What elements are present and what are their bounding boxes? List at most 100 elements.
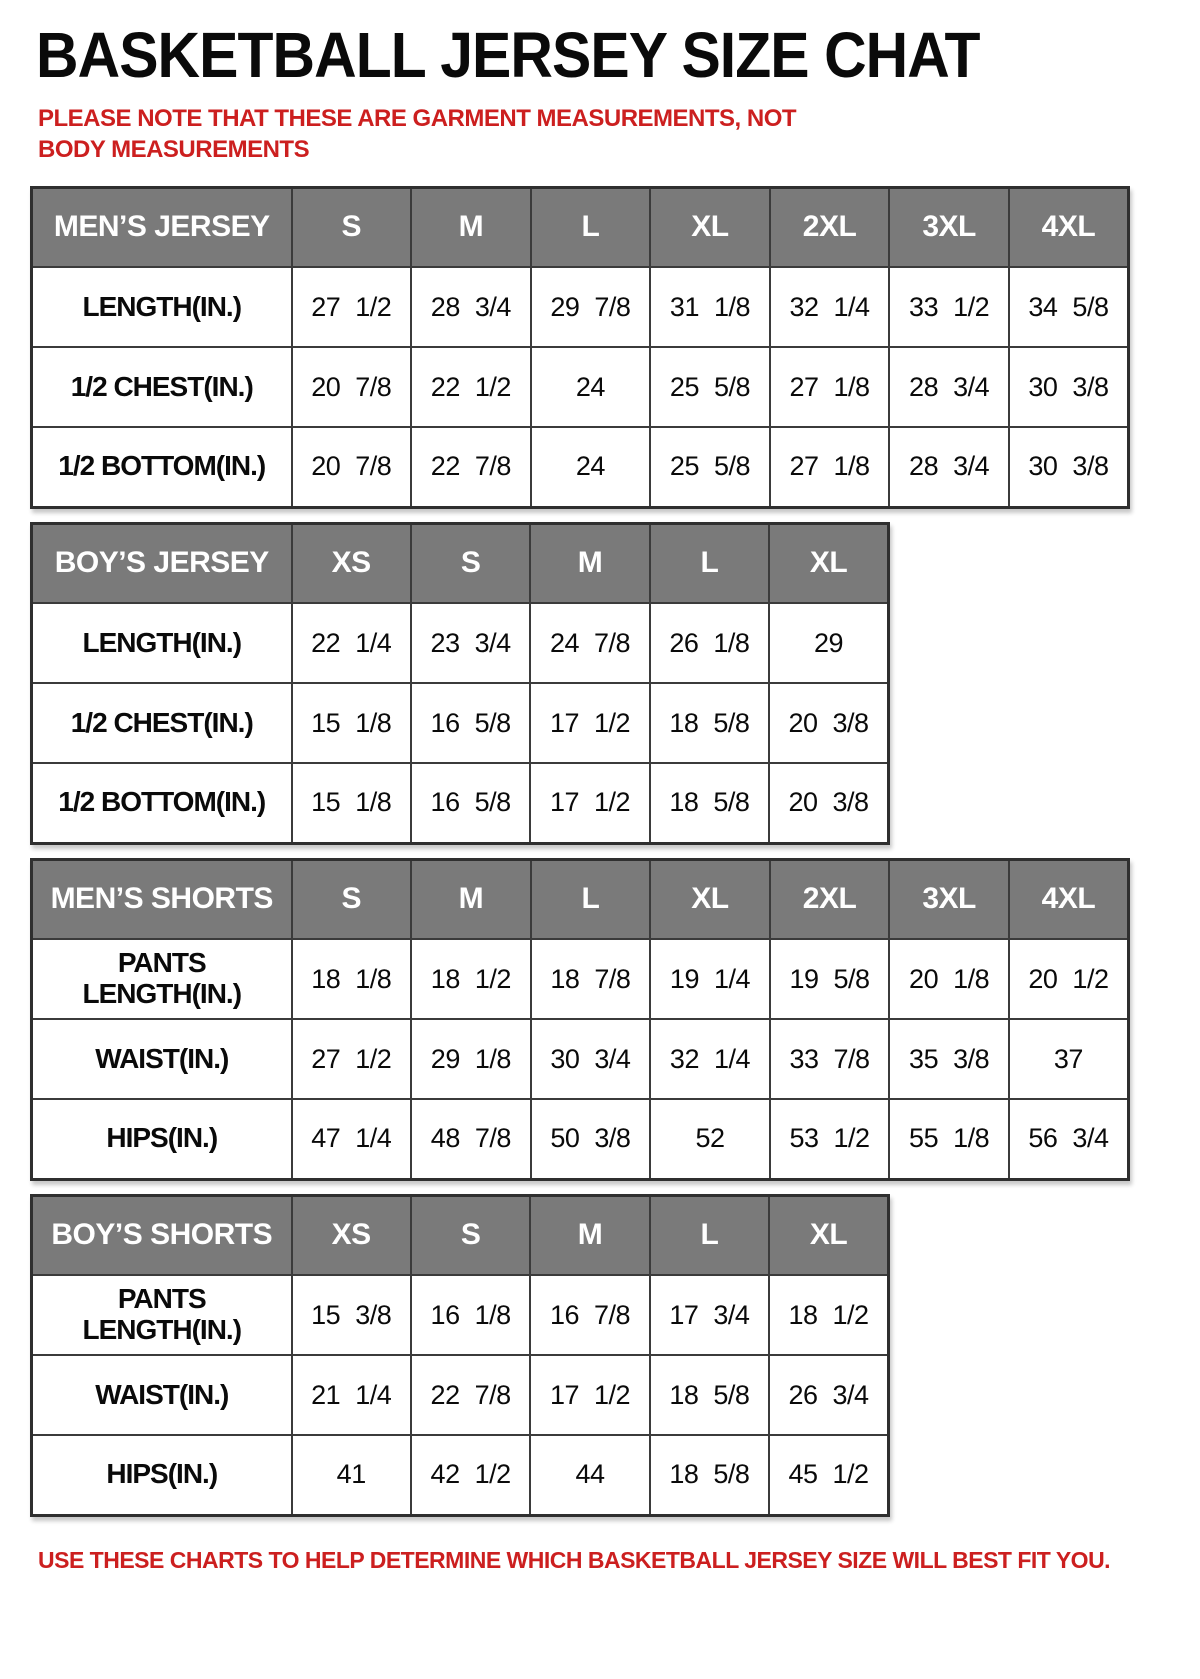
measurement-value: 29 1/8 (410, 1018, 532, 1101)
measurement-label: HIPS(IN.) (30, 1098, 293, 1181)
measurement-value: 34 5/8 (1007, 266, 1130, 349)
size-header-cell: XS (290, 522, 412, 605)
measurement-value: 20 7/8 (290, 426, 413, 509)
measurement-value: 28 3/4 (410, 266, 532, 349)
measurement-value: 20 1/2 (1007, 938, 1130, 1021)
measurement-value: 18 5/8 (648, 1434, 771, 1517)
measurement-value: 20 7/8 (290, 346, 413, 429)
measurement-label: PANTS LENGTH(IN.) (30, 938, 293, 1021)
measurement-row: 1/2 CHEST(IN.) 20 7/8 22 1/2 24 25 5/8 27 1/8… (30, 346, 1130, 429)
size-header-cell: 4XL (1007, 858, 1130, 941)
measurement-value: 15 1/8 (290, 682, 412, 765)
fit-advice-note: USE THESE CHARTS TO HELP DETERMINE WHICH… (38, 1546, 1111, 1573)
measurement-row: LENGTH(IN.) 22 1/4 23 3/4 24 7/8 26 1/8 29 (30, 602, 890, 685)
size-header-row: BOY’S JERSEY XS S M L XL (30, 522, 890, 605)
size-header-row: MEN’S JERSEY S M L XL 2XL 3XL 4XL (30, 186, 1130, 269)
size-header-cell: L (648, 1194, 771, 1277)
measurement-value: 16 5/8 (409, 762, 532, 845)
size-header-cell: S (409, 1194, 532, 1277)
size-header-cell: L (529, 186, 652, 269)
measurement-value: 22 7/8 (409, 1354, 532, 1437)
measurement-value: 17 1/2 (529, 762, 651, 845)
measurement-value: 48 7/8 (410, 1098, 532, 1181)
size-header-cell: XL (649, 186, 771, 269)
size-header-cell: 3XL (888, 186, 1010, 269)
measurement-label: 1/2 BOTTOM(IN.) (30, 426, 293, 509)
measurement-value: 56 3/4 (1007, 1098, 1130, 1181)
size-header-cell: 4XL (1007, 186, 1130, 269)
measurement-value: 30 3/8 (1007, 426, 1130, 509)
measurement-value: 44 (529, 1434, 651, 1517)
measurement-value: 24 (529, 426, 652, 509)
measurement-value: 18 5/8 (648, 682, 771, 765)
garment-measurement-note: PLEASE NOTE THAT THESE ARE GARMENT MEASU… (38, 105, 797, 164)
measurement-row: 1/2 CHEST(IN.) 15 1/8 16 5/8 17 1/2 18 5/8 20… (30, 682, 890, 765)
measurement-value: 18 5/8 (648, 762, 771, 845)
size-header-cell: M (410, 186, 532, 269)
measurement-row: HIPS(IN.) 41 42 1/2 44 18 5/8 45 1/2 (30, 1434, 890, 1517)
measurement-row: PANTS LENGTH(IN.) 15 3/8 16 1/8 16 7/8 17 3/… (30, 1274, 890, 1357)
table-title-cell: BOY’S SHORTS (30, 1194, 293, 1277)
measurement-value: 27 1/2 (290, 266, 413, 349)
measurement-value: 25 5/8 (649, 346, 771, 429)
size-header-cell: XL (768, 522, 890, 605)
measurement-value: 27 1/2 (290, 1018, 413, 1101)
measurement-value: 45 1/2 (768, 1434, 890, 1517)
measurement-value: 25 5/8 (649, 426, 771, 509)
measurement-value: 55 1/8 (888, 1098, 1010, 1181)
size-header-cell: L (648, 522, 771, 605)
measurement-value: 17 3/4 (648, 1274, 771, 1357)
size-header-cell: S (290, 186, 413, 269)
size-header-cell: XL (649, 858, 771, 941)
measurement-value: 23 3/4 (409, 602, 532, 685)
measurement-value: 30 3/8 (1007, 346, 1130, 429)
size-header-row: BOY’S SHORTS XS S M L XL (30, 1194, 890, 1277)
measurement-value: 20 1/8 (888, 938, 1010, 1021)
measurement-label: 1/2 BOTTOM(IN.) (30, 762, 293, 845)
measurement-value: 52 (649, 1098, 771, 1181)
size-header-cell: M (529, 1194, 651, 1277)
measurement-label: 1/2 CHEST(IN.) (30, 682, 293, 765)
measurement-row: 1/2 BOTTOM(IN.) 20 7/8 22 7/8 24 25 5/8 27 1/… (30, 426, 1130, 509)
size-header-row: MEN’S SHORTS S M L XL 2XL 3XL 4XL (30, 858, 1130, 941)
mens-jersey-table: MEN’S JERSEY S M L XL 2XL 3XL 4XL LENGTH(IN.) 27 … (30, 185, 1130, 509)
size-header-cell: M (529, 522, 651, 605)
table-title-cell: MEN’S JERSEY (30, 186, 293, 269)
measurement-value: 21 1/4 (290, 1354, 412, 1437)
measurement-value: 27 1/8 (768, 426, 891, 509)
measurement-value: 16 5/8 (409, 682, 532, 765)
measurement-value: 22 7/8 (410, 426, 532, 509)
measurement-value: 15 1/8 (290, 762, 412, 845)
measurement-row: WAIST(IN.) 27 1/2 29 1/8 30 3/4 32 1/4 33 7/8… (30, 1018, 1130, 1101)
measurement-value: 27 1/8 (768, 346, 891, 429)
measurement-label: LENGTH(IN.) (30, 602, 293, 685)
measurement-value: 37 (1007, 1018, 1130, 1101)
measurement-value: 50 3/8 (529, 1098, 652, 1181)
measurement-value: 15 3/8 (290, 1274, 412, 1357)
mens-shorts-table: MEN’S SHORTS S M L XL 2XL 3XL 4XL PANTS LENGTH(I… (30, 857, 1130, 1181)
measurement-value: 19 5/8 (768, 938, 891, 1021)
measurement-value: 29 (768, 602, 890, 685)
table-title-cell: MEN’S SHORTS (30, 858, 293, 941)
measurement-row: PANTS LENGTH(IN.) 18 1/8 18 1/2 18 7/8 19 1/… (30, 938, 1130, 1021)
measurement-row: WAIST(IN.) 21 1/4 22 7/8 17 1/2 18 5/8 26 3/4 (30, 1354, 890, 1437)
measurement-value: 18 1/2 (410, 938, 532, 1021)
measurement-value: 20 3/8 (768, 762, 890, 845)
measurement-value: 22 1/4 (290, 602, 412, 685)
size-header-cell: 2XL (768, 186, 891, 269)
measurement-value: 31 1/8 (649, 266, 771, 349)
measurement-value: 16 7/8 (529, 1274, 651, 1357)
table-title-cell: BOY’S JERSEY (30, 522, 293, 605)
size-header-cell: S (290, 858, 413, 941)
measurement-value: 18 5/8 (648, 1354, 771, 1437)
measurement-value: 53 1/2 (768, 1098, 891, 1181)
measurement-value: 24 (529, 346, 652, 429)
size-header-cell: 3XL (888, 858, 1010, 941)
measurement-value: 42 1/2 (409, 1434, 532, 1517)
measurement-label: WAIST(IN.) (30, 1018, 293, 1101)
measurement-value: 28 3/4 (888, 426, 1010, 509)
measurement-value: 24 7/8 (529, 602, 651, 685)
measurement-row: LENGTH(IN.) 27 1/2 28 3/4 29 7/8 31 1/8 32 1/… (30, 266, 1130, 349)
measurement-label: 1/2 CHEST(IN.) (30, 346, 293, 429)
measurement-value: 18 1/8 (290, 938, 413, 1021)
